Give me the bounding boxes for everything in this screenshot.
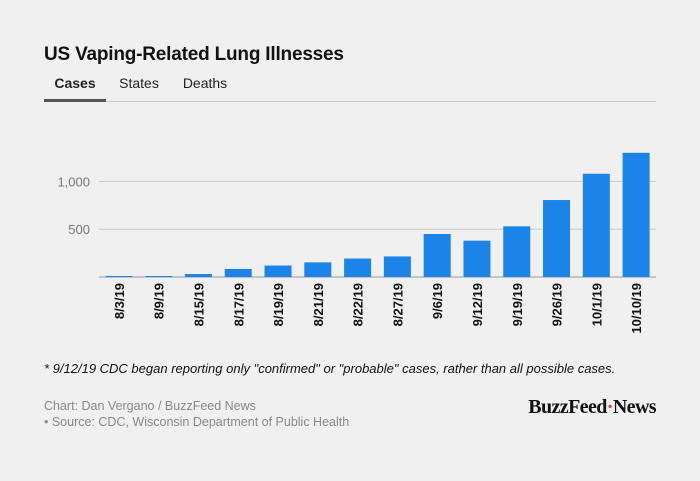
bar-8/19/19[interactable] xyxy=(264,265,292,277)
x-tick-label: 9/19/19 xyxy=(510,283,525,326)
footnote: * 9/12/19 CDC began reporting only "conf… xyxy=(44,361,616,376)
x-tick-label: 8/19/19 xyxy=(271,283,286,326)
x-tick-label: 8/21/19 xyxy=(311,283,326,326)
credits: Chart: Dan Vergano / BuzzFeed News • Sou… xyxy=(44,398,349,430)
bar-10/1/19[interactable] xyxy=(582,173,610,277)
bar-chart: 500 1,000 8/3/19 8/9/19 8/15/19 8/17/19 8/19/1… xyxy=(57,152,656,334)
x-tick-label: 9/26/19 xyxy=(550,283,565,326)
bar-8/9/19[interactable] xyxy=(145,276,173,277)
y-tick-label: 1,000 xyxy=(57,174,90,189)
bar-9/12/19[interactable] xyxy=(463,240,491,277)
chart-title: US Vaping-Related Lung Illnesses xyxy=(44,44,344,65)
bar-9/26/19[interactable] xyxy=(543,200,571,277)
x-tick-label: 9/6/19 xyxy=(430,283,445,319)
x-tick-label: 8/22/19 xyxy=(351,283,366,326)
x-tick-label: 8/3/19 xyxy=(112,283,127,319)
credit-source: • Source: CDC, Wisconsin Department of P… xyxy=(44,415,350,429)
x-tick-label: 8/17/19 xyxy=(231,283,246,326)
bar-9/6/19[interactable] xyxy=(423,233,451,277)
x-tick-label: 10/1/19 xyxy=(589,283,604,326)
tab-cases[interactable]: Cases xyxy=(44,74,106,102)
tab-states[interactable]: States xyxy=(119,75,159,91)
bar-10/10/19[interactable] xyxy=(622,152,650,277)
x-tick-label: 8/27/19 xyxy=(390,283,405,326)
x-tick-label: 9/12/19 xyxy=(470,283,485,326)
bar-8/3/19[interactable] xyxy=(105,276,133,277)
bar-8/15/19[interactable] xyxy=(184,274,212,277)
bar-8/27/19[interactable] xyxy=(383,256,411,277)
bar-8/17/19[interactable] xyxy=(224,268,252,277)
x-tick-label: 8/9/19 xyxy=(152,283,167,319)
y-tick-label: 500 xyxy=(68,222,90,237)
x-tick-label: 10/10/19 xyxy=(629,283,644,334)
buzzfeed-news-logo: BuzzFeed·News xyxy=(528,396,656,418)
tab-deaths[interactable]: Deaths xyxy=(182,75,228,91)
bar-9/19/19[interactable] xyxy=(503,226,531,277)
credit-author: Chart: Dan Vergano / BuzzFeed News xyxy=(44,399,256,413)
x-tick-label: 8/15/19 xyxy=(191,283,206,326)
bar-8/22/19[interactable] xyxy=(344,258,372,277)
bar-8/21/19[interactable] xyxy=(304,262,332,277)
tab-bar: Cases States Deaths xyxy=(44,74,656,102)
